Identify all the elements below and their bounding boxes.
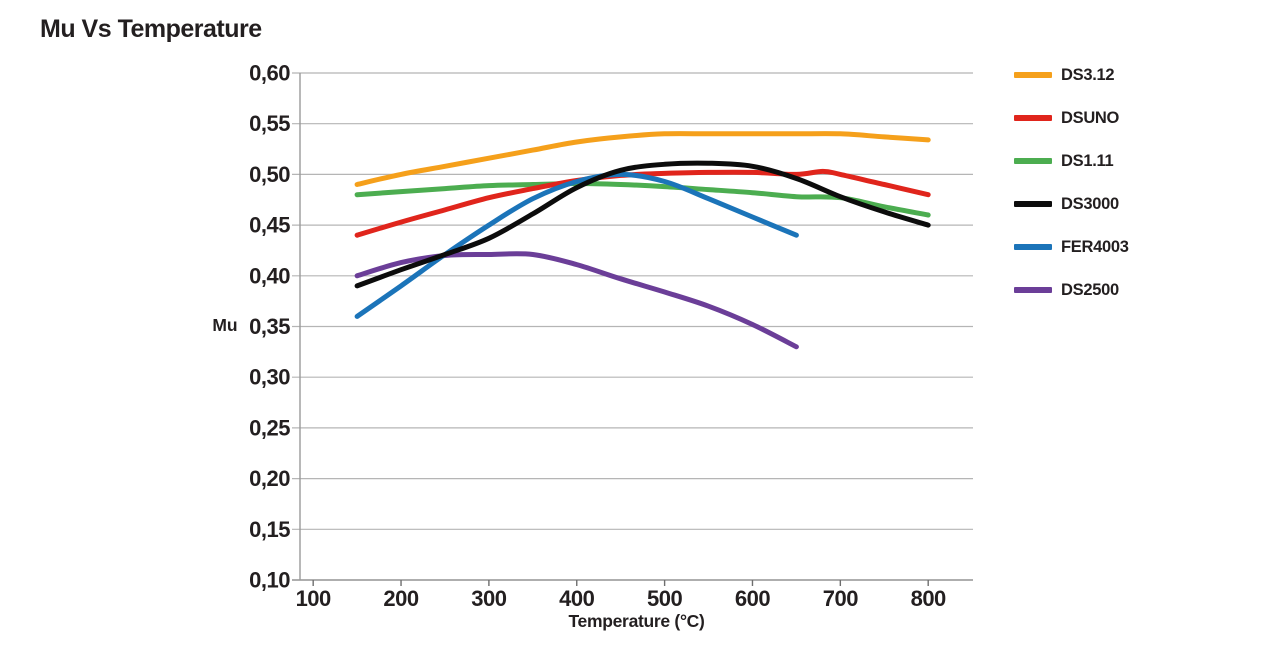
y-tick-label: 0,50 [249,162,290,187]
legend-item-DS2500: DS2500 [1014,279,1129,301]
legend-item-FER4003: FER4003 [1014,236,1129,258]
legend-item-DS3000: DS3000 [1014,193,1129,215]
legend-swatch [1014,243,1052,251]
legend-item-DS3.12: DS3.12 [1014,64,1129,86]
legend-swatch [1014,286,1052,294]
y-tick-label: 0,10 [249,568,290,593]
legend-label: DS1.11 [1061,151,1114,170]
y-tick-label: 0,45 [249,213,290,238]
x-tick-label: 300 [471,586,506,611]
x-tick-label: 100 [296,586,331,611]
y-tick-label: 0,30 [249,365,290,390]
legend-label: FER4003 [1061,237,1129,256]
x-tick-label: 800 [911,586,946,611]
legend-swatch [1014,157,1052,165]
legend-swatch [1014,200,1052,208]
y-tick-label: 0,60 [249,61,290,86]
legend-swatch [1014,114,1052,122]
legend: DS3.12 DSUNO DS1.11 DS3000 FER4003 DS2500 [1014,64,1129,322]
x-tick-label: 700 [823,586,858,611]
series-line-DS3.12 [354,131,931,187]
y-tick-label: 0,40 [249,263,290,288]
y-axis-title: Mu [212,315,238,335]
legend-label: DSUNO [1061,108,1120,127]
x-tick-label: 200 [383,586,418,611]
x-axis-title: Temperature (°C) [568,611,705,631]
y-tick-label: 0,20 [249,466,290,491]
x-tick-label: 600 [735,586,770,611]
legend-item-DS1.11: DS1.11 [1014,150,1129,172]
y-tick-label: 0,35 [249,314,290,339]
series-line-FER4003 [354,171,799,319]
x-tick-label: 400 [559,586,594,611]
legend-label: DS2500 [1061,280,1119,299]
y-tick-label: 0,55 [249,111,290,136]
legend-swatch [1014,71,1052,79]
legend-label: DS3.12 [1061,65,1115,84]
series-line-DSUNO [354,168,931,238]
legend-label: DS3000 [1061,194,1119,213]
y-tick-label: 0,15 [249,517,290,542]
series-line-DS3000 [354,160,931,289]
x-tick-label: 500 [647,586,682,611]
chart-title: Mu Vs Temperature [40,15,262,43]
legend-item-DSUNO: DSUNO [1014,107,1129,129]
y-tick-label: 0,25 [249,415,290,440]
